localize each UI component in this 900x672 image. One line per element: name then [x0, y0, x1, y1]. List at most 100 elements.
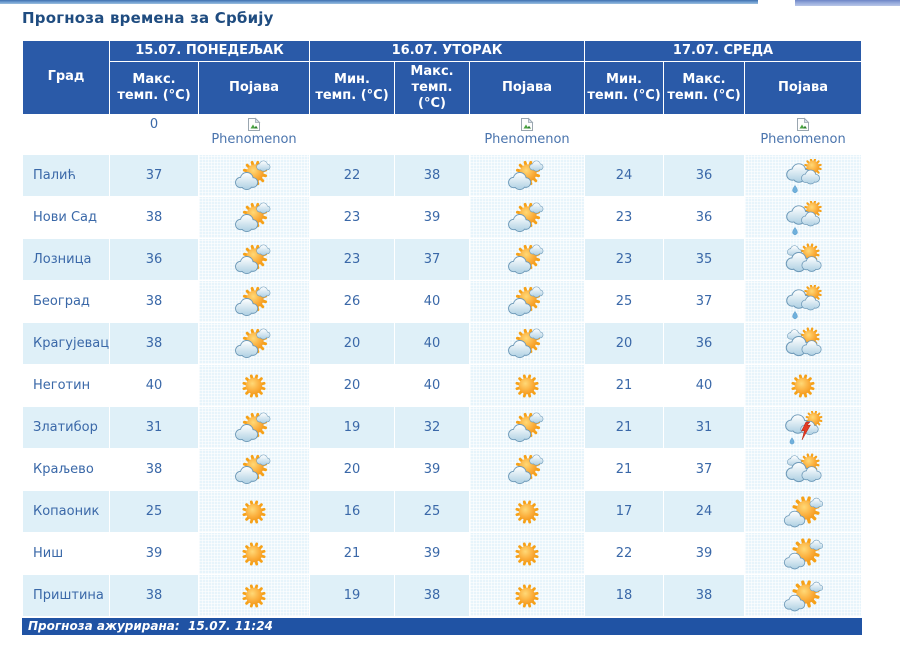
table-row: Београд 38 26 40 25 37: [23, 281, 862, 322]
min-temp-cell: 23: [585, 197, 664, 238]
partly-cloudy-icon: [235, 202, 271, 232]
max-temp-cell: 38: [110, 575, 198, 616]
phenomenon-placeholder-row: 0 Phenomenon: [23, 115, 862, 154]
phenomenon-cell: [470, 323, 585, 364]
min-temp-cell: 26: [310, 281, 394, 322]
max-temp-cell: 39: [395, 197, 469, 238]
phenomenon-cell: [745, 239, 862, 280]
phenomenon-placeholder-cell: Phenomenon: [745, 115, 862, 154]
day-header-wednesday: 17.07. СРЕДА: [585, 41, 862, 61]
phenomenon-cell: [470, 575, 585, 616]
phenomenon-alt-text: Phenomenon: [484, 132, 570, 147]
sunny-icon: [515, 584, 539, 608]
city-cell: Лозница: [23, 239, 109, 280]
max-temp-cell: 25: [395, 491, 469, 532]
min-temp-cell: 16: [310, 491, 394, 532]
empty-cell: [585, 115, 664, 154]
city-cell: Нови Сад: [23, 197, 109, 238]
city-cell: Ниш: [23, 533, 109, 574]
max-temp-cell: 36: [664, 155, 745, 196]
min-temp-cell: 25: [585, 281, 664, 322]
sunny-icon: [242, 500, 266, 524]
sunny-icon: [242, 584, 266, 608]
phenomenon-cell: [199, 365, 309, 406]
partly-cloudy-icon: [235, 244, 271, 274]
sunny-icon: [242, 374, 266, 398]
column-header-phenomenon-d3: Појава: [745, 62, 862, 114]
city-cell: Златибор: [23, 407, 109, 448]
phenomenon-cell: [745, 575, 862, 616]
max-temp-cell: 36: [110, 239, 198, 280]
partly-sunny-icon: [783, 495, 824, 527]
phenomenon-cell: [470, 407, 585, 448]
broken-image-icon: [797, 117, 810, 131]
max-temp-cell: 37: [664, 281, 745, 322]
table-row: Нови Сад 38 23 39 23 36: [23, 197, 862, 238]
city-cell: Копаоник: [23, 491, 109, 532]
max-temp-cell: 38: [110, 449, 198, 490]
table-row: Крагујевац 38 20 40 20 36: [23, 323, 862, 364]
city-cell: Приштина: [23, 575, 109, 616]
rain-shower-icon: [786, 158, 822, 193]
max-temp-cell: 38: [395, 155, 469, 196]
broken-image-icon: [247, 117, 261, 132]
max-temp-cell: 39: [395, 449, 469, 490]
min-temp-cell: 20: [310, 365, 394, 406]
max-temp-cell: 40: [664, 365, 745, 406]
column-header-phenomenon-d1: Појава: [199, 62, 309, 114]
max-temp-cell: 38: [110, 323, 198, 364]
phenomenon-cell: [470, 449, 585, 490]
phenomenon-cell: [470, 281, 585, 322]
phenomenon-cell: [745, 197, 862, 238]
sunny-icon: [515, 542, 539, 566]
mostly-cloudy-icon: [785, 326, 822, 356]
phenomenon-cell: [199, 533, 309, 574]
min-temp-cell: 23: [310, 197, 394, 238]
city-cell: Палић: [23, 155, 109, 196]
sunny-icon: [791, 374, 815, 398]
max-temp-cell: 24: [664, 491, 745, 532]
min-temp-cell: 17: [585, 491, 664, 532]
column-header-max-temp-d3: Макс. темп. (°C): [664, 62, 745, 114]
max-temp-cell: 38: [110, 281, 198, 322]
partly-cloudy-icon: [235, 412, 271, 442]
partly-cloudy-icon: [235, 454, 271, 484]
phenomenon-cell: [470, 239, 585, 280]
phenomenon-cell: [745, 449, 862, 490]
sunny-icon: [242, 542, 266, 566]
table-row: Ниш 39 21 39 22 39: [23, 533, 862, 574]
column-header-min-temp-d2: Мин. темп. (°C): [310, 62, 394, 114]
phenomenon-placeholder-cell: Phenomenon: [470, 115, 585, 154]
phenomenon-cell: [199, 197, 309, 238]
min-temp-cell: 23: [310, 239, 394, 280]
column-header-max-temp-d1: Макс. темп. (°C): [110, 62, 198, 114]
sunny-icon: [515, 374, 539, 398]
partly-cloudy-icon: [508, 412, 544, 442]
city-cell: Крагујевац: [23, 323, 109, 364]
city-cell: Неготин: [23, 365, 109, 406]
phenomenon-cell: [199, 323, 309, 364]
phenomenon-cell: [470, 155, 585, 196]
phenomenon-cell: [199, 449, 309, 490]
min-temp-cell: 19: [310, 407, 394, 448]
min-temp-cell: 19: [310, 575, 394, 616]
partly-cloudy-icon: [508, 328, 544, 358]
sunny-icon: [515, 500, 539, 524]
phenomenon-cell: [199, 239, 309, 280]
max-temp-cell: 38: [395, 575, 469, 616]
page-title: Прогноза времена за Србију: [22, 9, 274, 27]
max-temp-cell: 40: [395, 323, 469, 364]
partly-cloudy-icon: [235, 328, 271, 358]
min-temp-cell: 20: [310, 323, 394, 364]
empty-cell: [664, 115, 745, 154]
rain-shower-icon: [786, 200, 822, 235]
broken-image-icon: [520, 117, 534, 132]
max-temp-cell: 36: [664, 197, 745, 238]
phenomenon-alt-text: Phenomenon: [211, 132, 297, 147]
min-temp-cell: 23: [585, 239, 664, 280]
min-temp-cell: 21: [585, 365, 664, 406]
mostly-cloudy-icon: [785, 242, 822, 272]
city-cell: Београд: [23, 281, 109, 322]
partly-cloudy-icon: [235, 286, 271, 316]
